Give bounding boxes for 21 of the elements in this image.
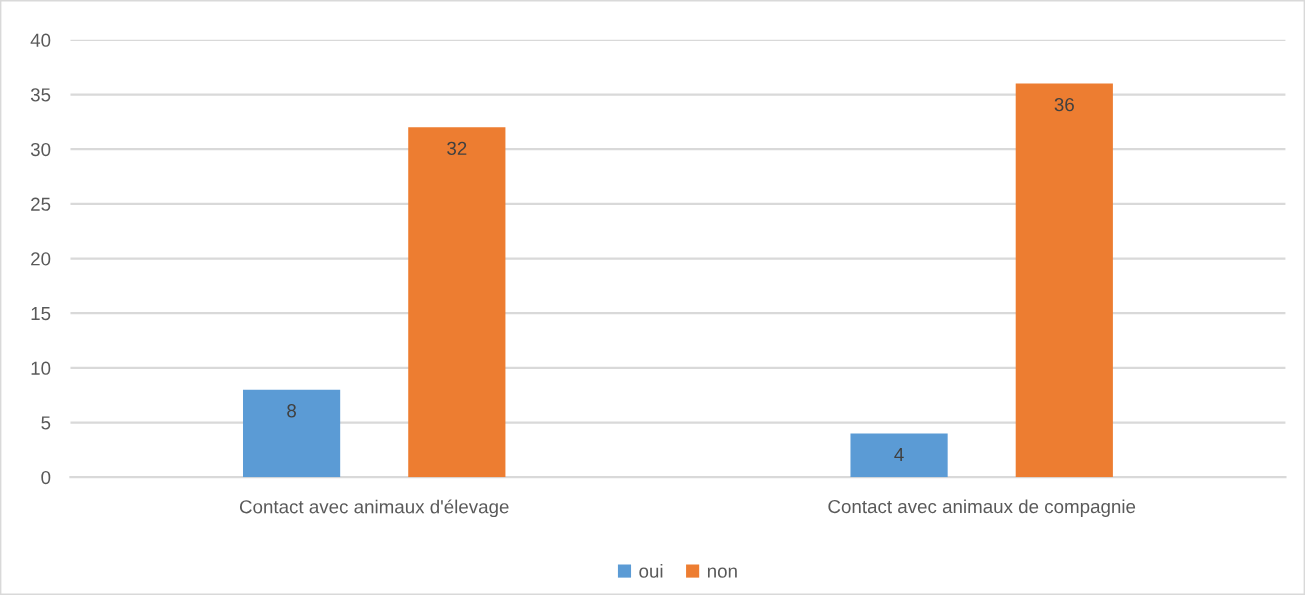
bar bbox=[408, 127, 506, 478]
y-tick-label: 35 bbox=[30, 88, 51, 102]
data-label: 4 bbox=[894, 448, 904, 461]
y-tick-label: 25 bbox=[31, 197, 51, 211]
legend-label: oui bbox=[639, 564, 663, 578]
bar bbox=[242, 389, 341, 478]
y-tick-label: 0 bbox=[41, 470, 51, 485]
y-tick-label: 30 bbox=[30, 142, 51, 157]
x-tick-label: Contact avec animaux de compagnie bbox=[828, 499, 1136, 517]
x-tick-label: Contact avec animaux d'élevage bbox=[239, 499, 509, 518]
y-tick-label: 15 bbox=[31, 307, 51, 321]
y-tick-label: 10 bbox=[31, 361, 51, 375]
data-label: 32 bbox=[447, 141, 467, 155]
y-tick-label: 5 bbox=[41, 416, 51, 430]
y-tick-label: 40 bbox=[30, 33, 51, 47]
data-label: 36 bbox=[1054, 97, 1074, 112]
bar bbox=[1015, 83, 1113, 478]
legend-label: non bbox=[707, 567, 737, 578]
data-label: 8 bbox=[287, 404, 296, 418]
y-tick-label: 20 bbox=[31, 252, 51, 266]
bar bbox=[850, 433, 948, 478]
